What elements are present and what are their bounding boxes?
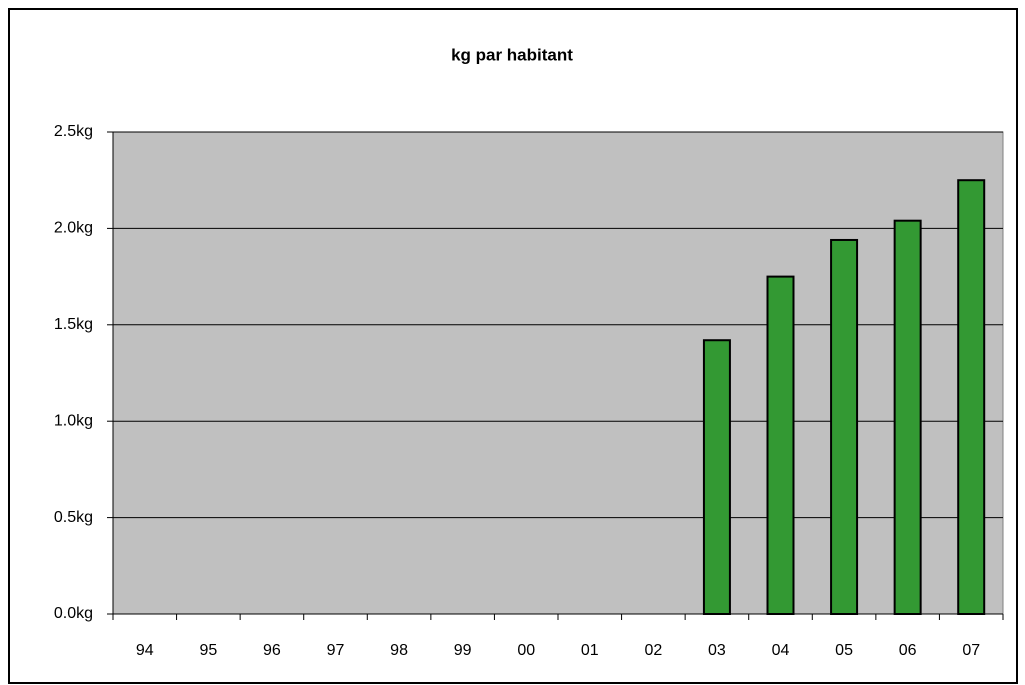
x-tick-label: 05 bbox=[835, 642, 853, 659]
bar bbox=[830, 238, 859, 616]
x-tick-label: 96 bbox=[263, 642, 281, 659]
x-tick-label: 95 bbox=[199, 642, 217, 659]
y-tick-label: 0.5kg bbox=[54, 509, 93, 526]
x-tick-label: 03 bbox=[708, 642, 726, 659]
x-tick-label: 07 bbox=[962, 642, 980, 659]
x-tick-label: 98 bbox=[390, 642, 408, 659]
bar bbox=[957, 179, 986, 615]
x-tick-label: 02 bbox=[644, 642, 662, 659]
x-tick-label: 00 bbox=[517, 642, 535, 659]
x-tick-label: 06 bbox=[899, 642, 917, 659]
x-tick-label: 99 bbox=[454, 642, 472, 659]
bar bbox=[766, 275, 795, 615]
y-tick-label: 1.5kg bbox=[54, 316, 93, 333]
x-tick-label: 97 bbox=[327, 642, 345, 659]
chart-title: kg par habitant bbox=[451, 45, 573, 64]
y-tick-label: 0.0kg bbox=[54, 605, 93, 622]
bar bbox=[893, 219, 922, 616]
y-tick-label: 2.5kg bbox=[54, 123, 93, 140]
y-tick-label: 1.0kg bbox=[54, 412, 93, 429]
x-tick-label: 94 bbox=[136, 642, 154, 659]
plot-area bbox=[112, 131, 1004, 615]
x-tick-label: 01 bbox=[581, 642, 599, 659]
bar bbox=[702, 339, 731, 615]
x-tick-label: 04 bbox=[772, 642, 790, 659]
y-tick-label: 2.0kg bbox=[54, 220, 93, 237]
